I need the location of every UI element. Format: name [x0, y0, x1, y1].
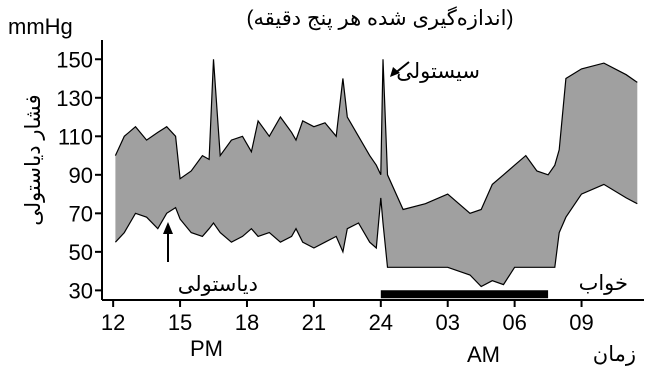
x-tick-label: 15: [168, 310, 192, 335]
y-tick-label: 130: [56, 86, 93, 111]
x-tick-label: 09: [569, 310, 593, 335]
y-tick-label: 50: [69, 240, 93, 265]
sleep-label: خواب: [579, 272, 628, 295]
x-tick-label: 24: [369, 310, 393, 335]
y-tick-label: 70: [69, 201, 93, 226]
y-tick-label: 30: [69, 278, 93, 303]
y-unit-label: mmHg: [8, 14, 73, 39]
x-tick-label: 06: [502, 310, 526, 335]
x-tick-label: 03: [435, 310, 459, 335]
x-tick-label: 18: [235, 310, 259, 335]
systolic-line: [114, 59, 638, 214]
y-ticks: 30 50 70 90 110 130 150: [56, 47, 102, 303]
x-ticks: 12 15 18 21 24 03 06 09: [101, 300, 594, 335]
pm-label: PM: [190, 336, 223, 361]
systolic-arrow-head: [390, 67, 400, 77]
y-tick-label: 110: [58, 124, 93, 149]
x-tick-label: 12: [101, 310, 125, 335]
y-tick-label: 150: [56, 47, 93, 72]
chart-title: (اندازه‌گیری شده هر پنج دقیقه): [246, 6, 513, 30]
y-axis-label: فشار دیاستولی: [22, 94, 45, 225]
diastolic-annotation: دیاستولی: [178, 273, 258, 296]
am-label: AM: [467, 342, 500, 366]
y-tick-label: 90: [69, 163, 93, 188]
diastolic-arrow-head: [163, 222, 173, 234]
systolic-annotation: سیستولی: [396, 60, 480, 83]
diastolic-line: [114, 183, 638, 288]
pressure-band-area: [115, 59, 638, 287]
x-tick-label: 21: [302, 310, 326, 335]
x-axis-label: زمان: [593, 343, 636, 366]
